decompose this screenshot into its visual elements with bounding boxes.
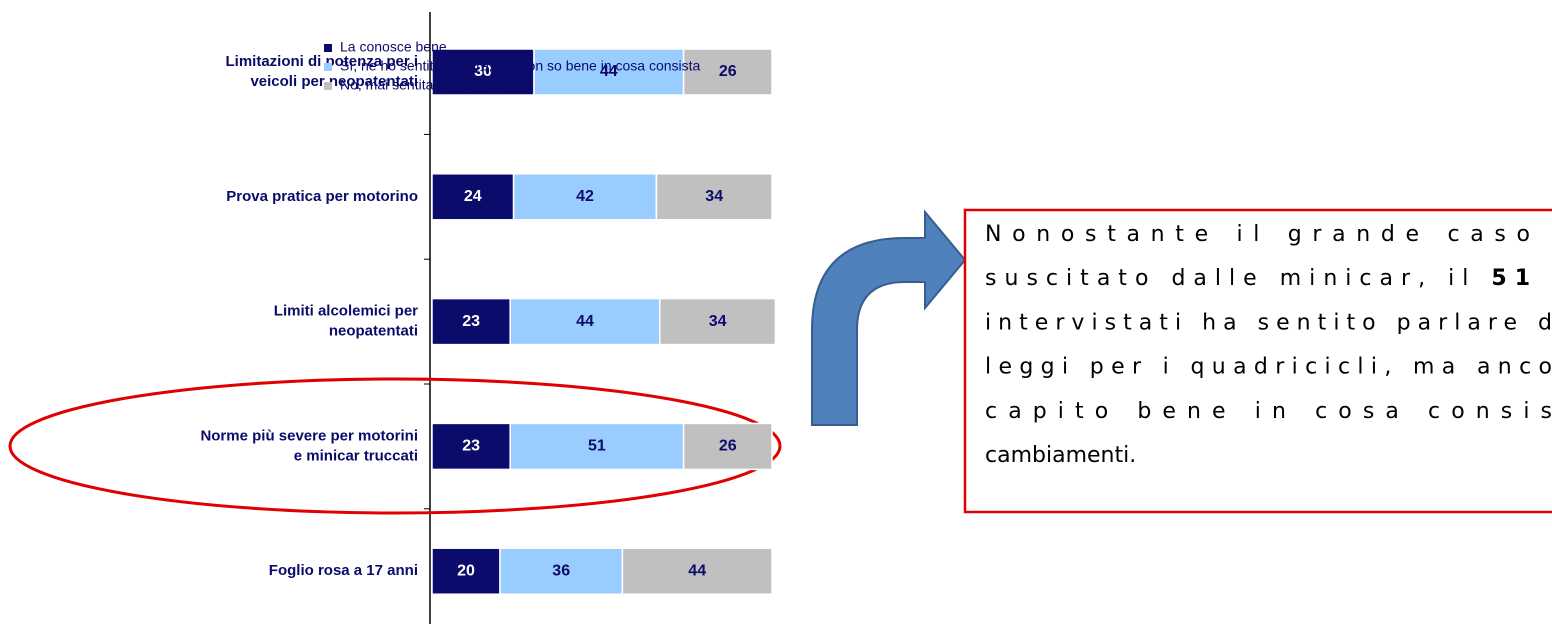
annotation-line: suscitato dalle minicar, il 51: [985, 266, 1530, 291]
category-label: Norme più severe per motorini: [200, 427, 418, 444]
category-label: Prova pratica per motorino: [226, 188, 418, 205]
bar-segment: [682, 48, 773, 96]
category-label: e minicar truccati: [294, 447, 418, 464]
annotation-line: cambiamenti.: [985, 443, 1136, 468]
value-label: 23: [462, 438, 480, 455]
arrow: [811, 209, 967, 426]
value-label: 30: [474, 63, 492, 80]
legend-label: La conosce bene: [340, 39, 447, 55]
bar-segment: [533, 48, 685, 96]
value-label: 23: [462, 313, 480, 330]
legend-label: No, mai sentita prima d'ora: [340, 77, 507, 93]
bar-segment: [431, 422, 511, 471]
highlight-ellipse: [8, 377, 782, 515]
value-label: 26: [719, 438, 737, 455]
value-label: 34: [709, 313, 727, 330]
bar-segment: [499, 547, 624, 595]
legend-swatch: [324, 44, 332, 52]
value-label: 26: [719, 63, 737, 80]
value-label: 36: [552, 562, 570, 579]
annotation-box: [963, 208, 1552, 514]
annotation-text: cambiamenti.: [985, 443, 1136, 468]
category-label: veicoli per neopatentati: [250, 73, 418, 90]
annotation-highlight: 51: [1491, 266, 1530, 291]
annotation-line: Nonostante il grande caso: [985, 222, 1530, 247]
legend-label: Sì, ne ho sentito parlare, ma non so ben…: [340, 58, 701, 74]
bar-segment: [431, 173, 515, 221]
bar-segment: [621, 547, 773, 595]
bar-segment: [659, 297, 777, 346]
category-label: Limitazioni di potenza per i: [225, 53, 418, 70]
category-label: neopatentati: [329, 323, 418, 340]
bar-segment: [655, 173, 773, 221]
value-label: 34: [705, 188, 723, 205]
value-label: 44: [600, 63, 618, 80]
legend-swatch: [324, 63, 332, 71]
value-label: 24: [464, 188, 482, 205]
annotation-text: intervistati ha sentito parlare d: [985, 310, 1552, 335]
annotation-text: suscitato dalle minicar, il: [985, 266, 1483, 291]
value-label: 44: [688, 562, 706, 579]
value-label: 51: [588, 438, 606, 455]
value-label: 44: [576, 313, 594, 330]
value-label: 20: [457, 562, 475, 579]
category-label: Limiti alcolemici per: [274, 303, 418, 320]
annotation-text: Nonostante il grande caso: [985, 222, 1530, 247]
annotation-line: intervistati ha sentito parlare d: [985, 310, 1552, 335]
value-label: 42: [576, 188, 594, 205]
annotation-text: leggi per i quadricicli, ma anco: [985, 355, 1552, 380]
annotation-line: leggi per i quadricicli, ma anco: [985, 355, 1552, 380]
category-label: Foglio rosa a 17 anni: [269, 562, 418, 579]
bar-segment: [509, 422, 685, 471]
bar-segment: [682, 422, 773, 471]
annotation-line: capito bene in cosa consis: [985, 399, 1552, 424]
bar-segment: [512, 173, 658, 221]
legend-swatch: [324, 82, 332, 90]
bar-segment: [431, 297, 511, 346]
bar-segment: [431, 547, 501, 595]
annotation-text: capito bene in cosa consis: [985, 399, 1552, 424]
